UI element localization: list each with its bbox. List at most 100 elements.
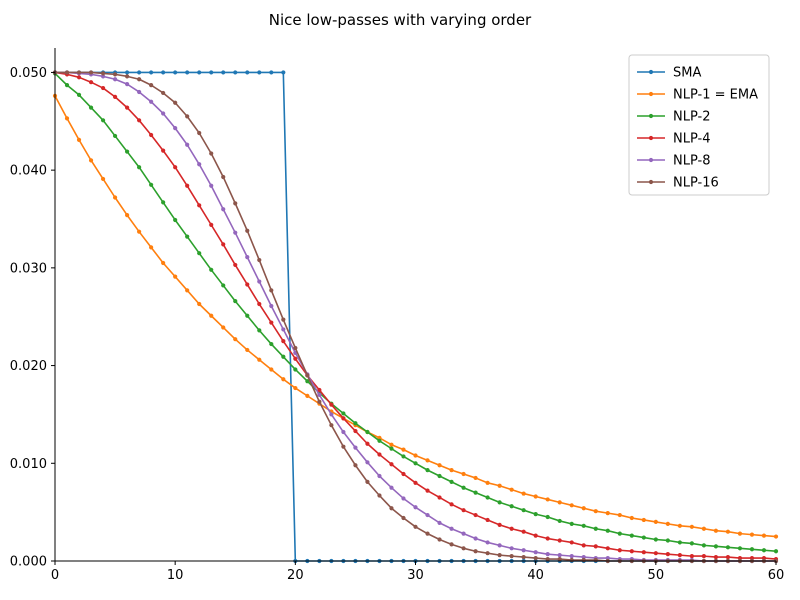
data-point [317, 392, 322, 397]
data-point [677, 540, 682, 545]
data-point [389, 462, 394, 467]
data-point [149, 83, 154, 88]
data-point [581, 506, 586, 511]
data-point [233, 298, 238, 304]
data-point [761, 548, 767, 553]
ticks-layer: 0 10 20 30 40 50 60 0.000 0.010 0.020 0.030 0.040 0.… [10, 66, 784, 583]
data-point [100, 74, 106, 79]
x-tick-label: 10 [167, 568, 184, 583]
data-point [125, 82, 130, 87]
legend-label: NLP-2 [673, 110, 710, 125]
data-point [76, 137, 82, 142]
data-point [197, 130, 202, 136]
data-point [725, 529, 731, 534]
data-point [100, 71, 106, 76]
data-point [137, 70, 142, 75]
data-point [605, 528, 610, 533]
data-point [125, 149, 130, 154]
data-point [485, 480, 490, 485]
data-point [173, 100, 178, 105]
data-point [100, 118, 106, 123]
data-point [545, 552, 550, 557]
data-point [533, 550, 538, 555]
data-point [389, 506, 394, 511]
data-point [197, 162, 202, 167]
data-point [137, 77, 142, 82]
data-point [317, 387, 322, 393]
data-point [257, 357, 262, 362]
data-point [665, 552, 670, 557]
data-point [605, 555, 610, 561]
data-point [437, 520, 442, 525]
data-point [245, 347, 250, 353]
data-point [725, 545, 731, 550]
data-point [701, 543, 707, 548]
data-point [257, 328, 262, 333]
data-point [605, 546, 610, 551]
data-point [209, 183, 214, 188]
data-point [641, 550, 646, 555]
y-tick-label: 0.020 [10, 359, 47, 374]
legend-swatch-marker [648, 113, 654, 119]
data-point [545, 536, 550, 541]
data-point [353, 445, 358, 450]
data-point [509, 504, 514, 509]
data-point [461, 485, 466, 490]
data-point [64, 116, 70, 121]
data-point [341, 411, 346, 416]
data-point [617, 512, 622, 518]
data-point [641, 517, 646, 523]
data-point [617, 531, 622, 536]
data-point [413, 461, 418, 466]
data-point [509, 487, 514, 492]
data-point [76, 92, 82, 97]
data-point [365, 479, 370, 484]
data-point [112, 94, 118, 99]
data-point [173, 217, 178, 223]
data-point [425, 531, 430, 536]
data-point [425, 488, 430, 493]
data-point [112, 195, 118, 200]
data-point [737, 531, 743, 536]
data-point [533, 555, 538, 561]
data-point [461, 471, 466, 477]
data-point [125, 212, 130, 218]
data-point [233, 201, 238, 206]
data-point [593, 544, 598, 549]
data-point [509, 526, 514, 531]
data-point [377, 435, 382, 440]
data-point [293, 345, 298, 351]
data-point [497, 553, 502, 558]
data-point [629, 533, 634, 538]
data-point [593, 509, 598, 514]
data-point [737, 555, 743, 561]
data-point [76, 70, 82, 75]
data-point [581, 554, 586, 560]
data-point [413, 505, 418, 510]
data-point [593, 526, 598, 531]
data-point [521, 508, 526, 513]
data-point [64, 70, 70, 75]
data-point [485, 517, 490, 523]
data-point [497, 543, 502, 548]
data-point [377, 438, 382, 443]
data-point [233, 70, 238, 75]
data-point [557, 518, 562, 524]
data-point [257, 70, 262, 75]
data-point [185, 183, 190, 188]
data-point [401, 454, 406, 459]
x-tick-label: 0 [51, 568, 59, 583]
data-point [461, 546, 466, 551]
data-point [425, 458, 430, 463]
data-point [137, 229, 142, 234]
data-point [341, 429, 346, 435]
legend-item-3: NLP-4 [637, 132, 710, 147]
legend-label: SMA [673, 66, 701, 81]
data-point [425, 468, 430, 473]
data-point [449, 526, 454, 531]
data-point [677, 553, 682, 558]
data-point [557, 553, 562, 558]
data-point [629, 549, 634, 554]
data-point [329, 423, 334, 428]
data-point [281, 317, 286, 322]
